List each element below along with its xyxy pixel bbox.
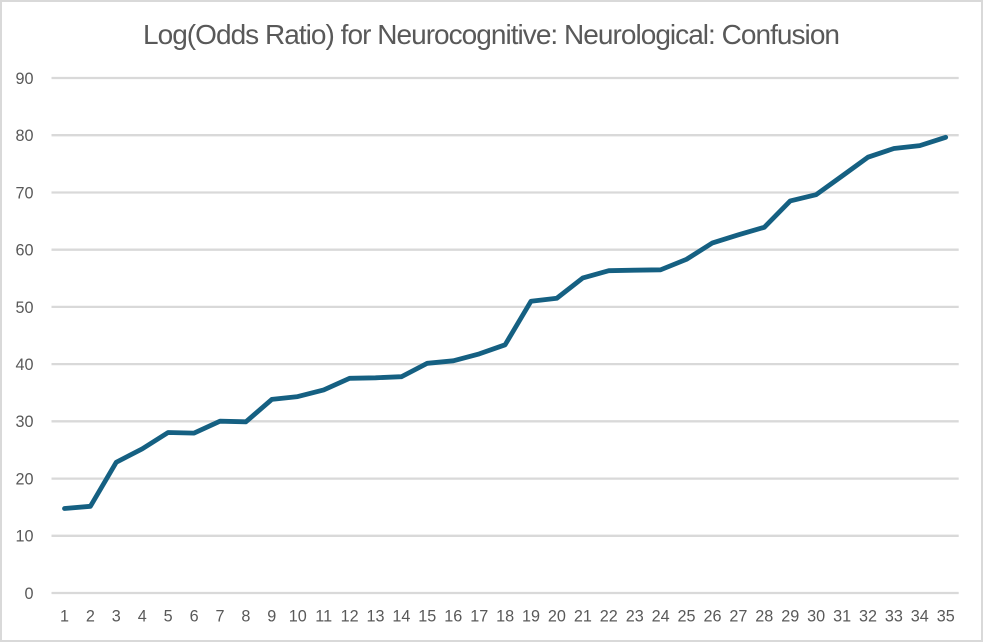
svg-text:30: 30 <box>807 608 825 626</box>
svg-text:90: 90 <box>15 70 33 88</box>
svg-text:25: 25 <box>677 608 695 626</box>
svg-text:9: 9 <box>267 608 276 626</box>
svg-text:18: 18 <box>496 608 514 626</box>
svg-text:31: 31 <box>833 608 851 626</box>
svg-text:8: 8 <box>241 608 250 626</box>
svg-text:70: 70 <box>15 184 33 202</box>
svg-text:60: 60 <box>15 242 33 260</box>
svg-text:32: 32 <box>859 608 877 626</box>
svg-text:5: 5 <box>164 608 173 626</box>
svg-text:34: 34 <box>911 608 929 626</box>
svg-text:26: 26 <box>703 608 721 626</box>
svg-text:12: 12 <box>341 608 359 626</box>
svg-text:0: 0 <box>24 585 33 603</box>
svg-text:11: 11 <box>315 608 332 626</box>
svg-text:20: 20 <box>15 471 33 489</box>
svg-text:50: 50 <box>15 299 33 317</box>
svg-text:3: 3 <box>112 608 121 626</box>
svg-text:14: 14 <box>392 608 410 626</box>
svg-text:29: 29 <box>781 608 799 626</box>
svg-text:1: 1 <box>60 608 69 626</box>
svg-text:6: 6 <box>190 608 199 626</box>
svg-text:17: 17 <box>470 608 488 626</box>
svg-text:22: 22 <box>600 608 618 626</box>
svg-text:21: 21 <box>574 608 592 626</box>
svg-text:40: 40 <box>15 356 33 374</box>
svg-text:20: 20 <box>548 608 566 626</box>
svg-text:30: 30 <box>15 413 33 431</box>
svg-text:13: 13 <box>366 608 384 626</box>
svg-text:80: 80 <box>15 127 33 145</box>
svg-text:15: 15 <box>418 608 436 626</box>
svg-text:35: 35 <box>937 608 955 626</box>
svg-text:10: 10 <box>289 608 307 626</box>
svg-text:10: 10 <box>15 528 33 546</box>
svg-text:33: 33 <box>885 608 903 626</box>
svg-text:4: 4 <box>138 608 147 626</box>
svg-text:24: 24 <box>652 608 670 626</box>
svg-text:23: 23 <box>626 608 644 626</box>
svg-text:27: 27 <box>729 608 747 626</box>
svg-text:16: 16 <box>444 608 462 626</box>
svg-text:7: 7 <box>215 608 224 626</box>
svg-text:Log(Odds Ratio) for Neurocogni: Log(Odds Ratio) for Neurocognitive: Neur… <box>143 19 840 50</box>
svg-text:28: 28 <box>755 608 773 626</box>
svg-text:2: 2 <box>86 608 95 626</box>
svg-text:19: 19 <box>522 608 540 626</box>
